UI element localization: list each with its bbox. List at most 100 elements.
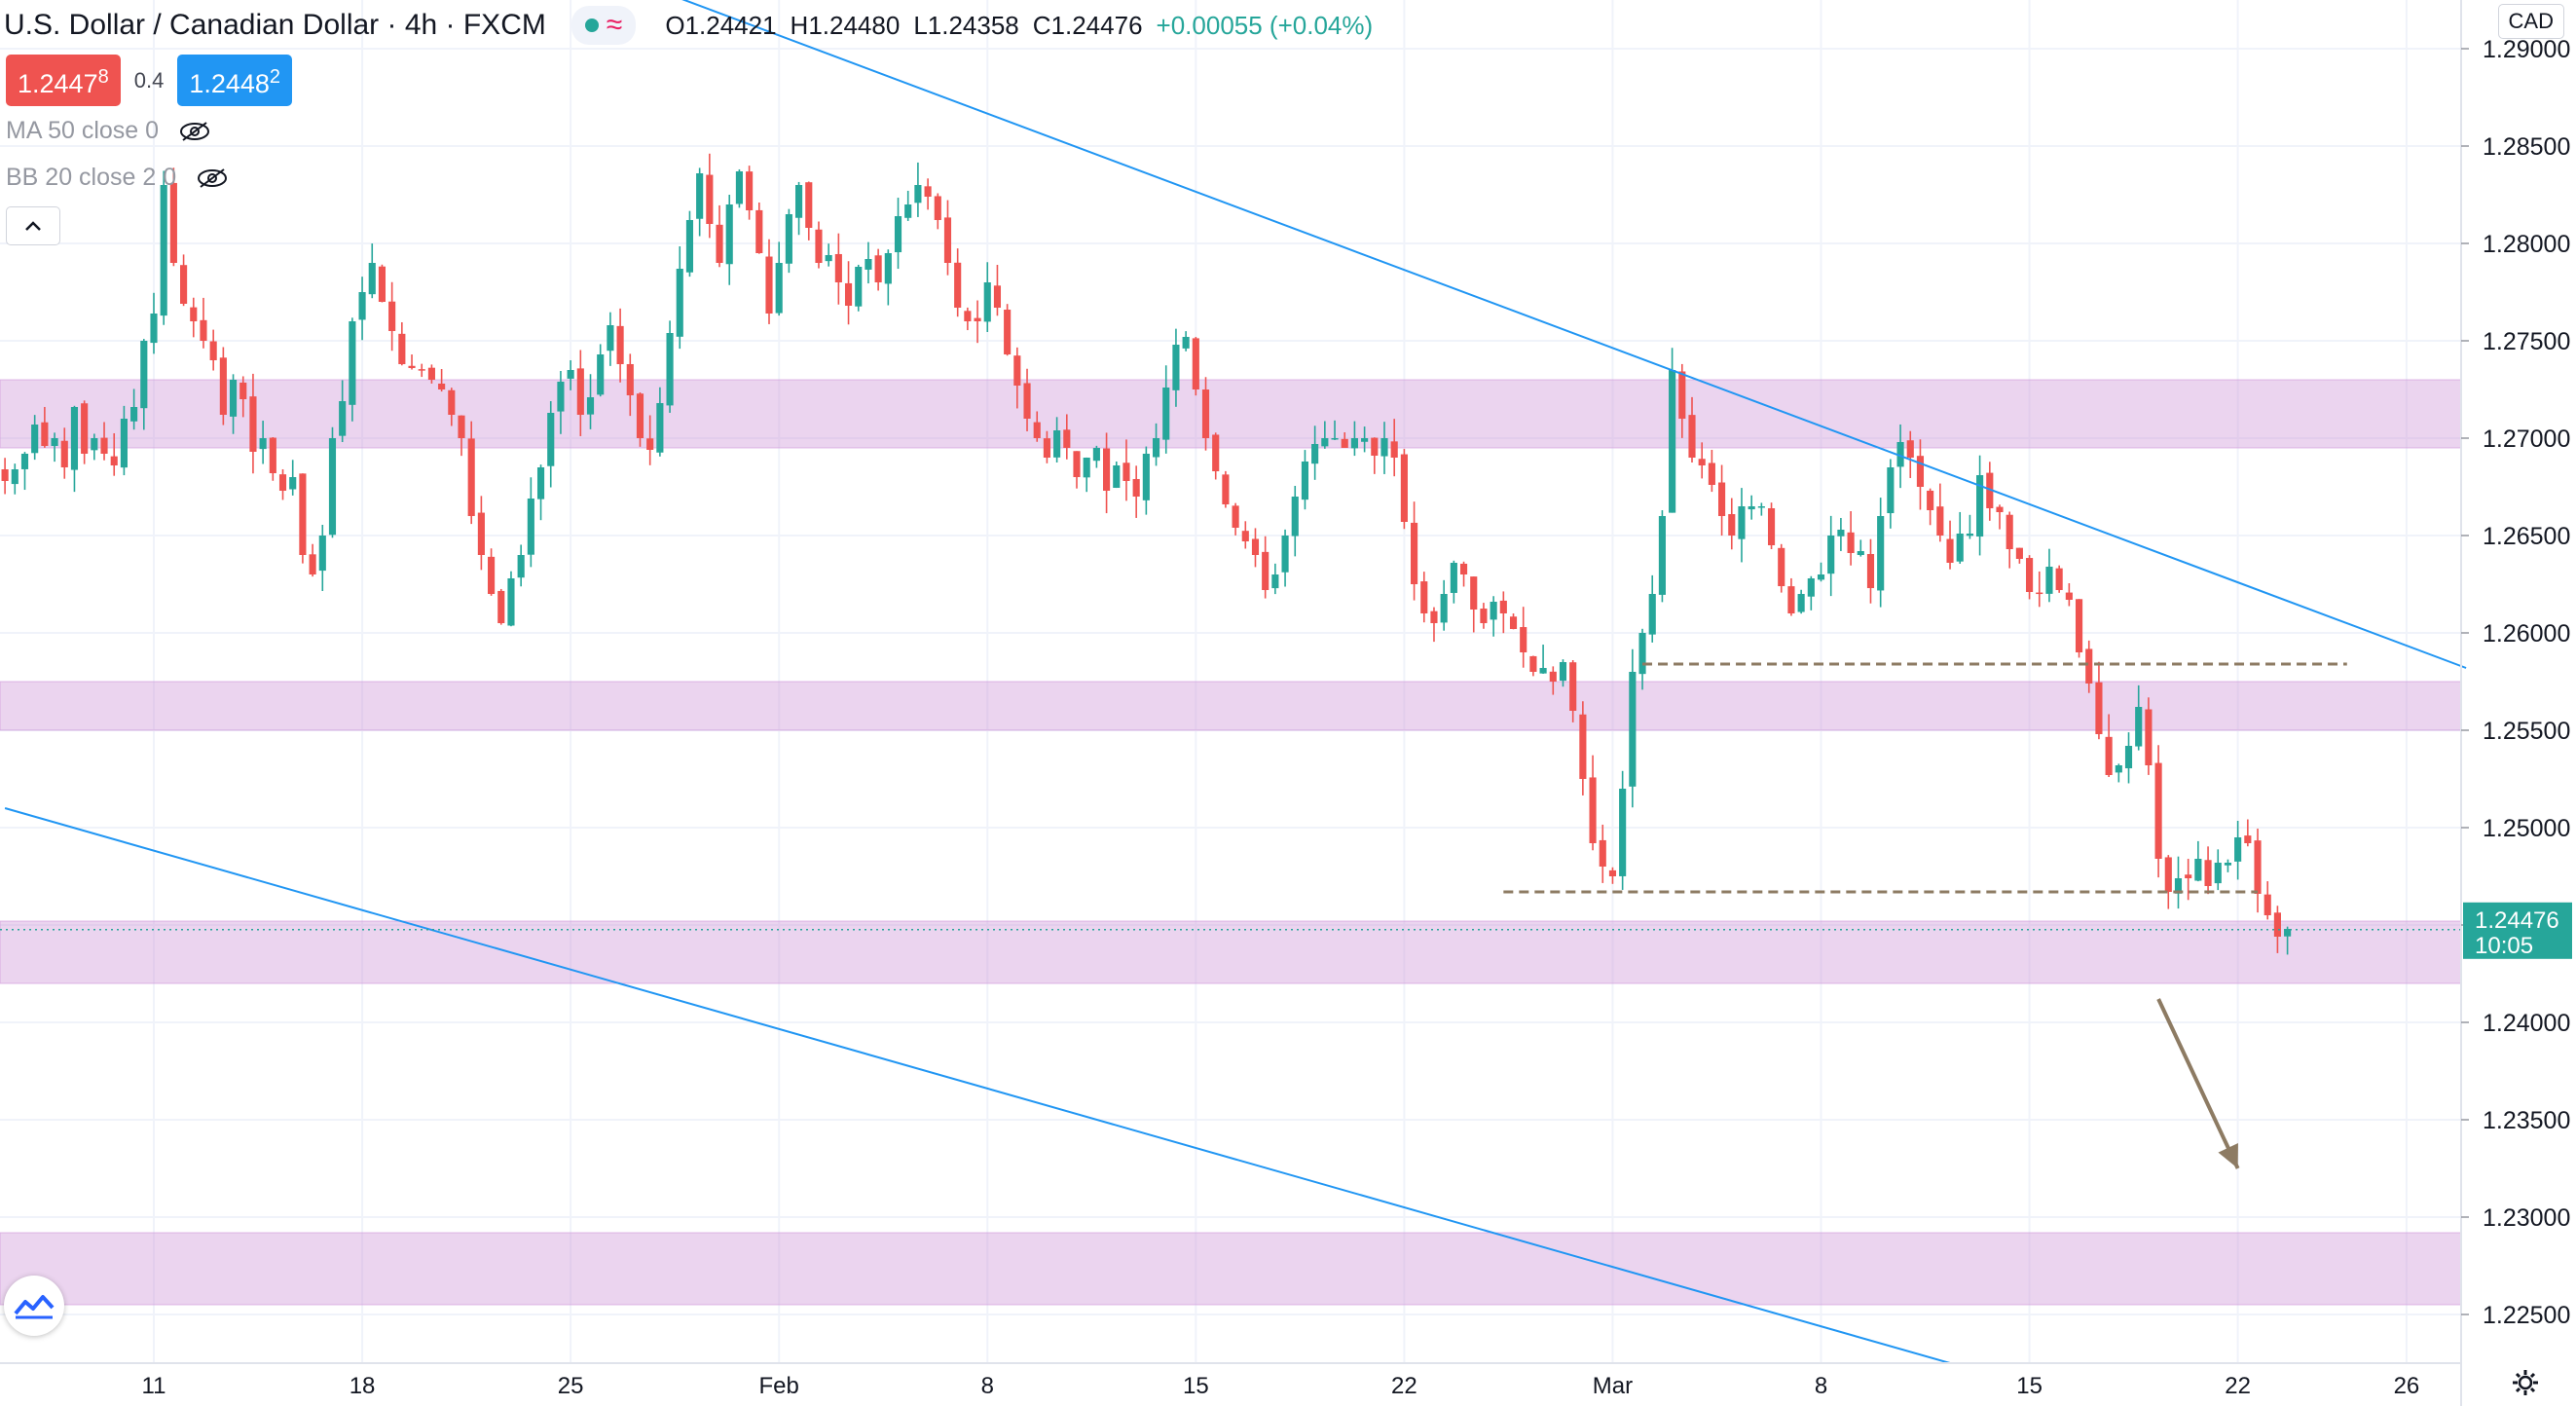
- candlestick-series: [1, 153, 2292, 955]
- candle-body: [1182, 337, 1190, 349]
- price-tick-label: 1.22500: [2483, 1302, 2570, 1329]
- candle-body: [576, 368, 584, 415]
- symbol-title[interactable]: U.S. Dollar / Canadian Dollar · 4h · FXC…: [4, 9, 546, 41]
- time-tick-label: 26: [2394, 1373, 2420, 1399]
- candle-body: [1688, 415, 1696, 458]
- market-open-dot-icon: [584, 18, 599, 32]
- candle-body: [884, 253, 892, 284]
- candle-body: [488, 556, 496, 594]
- ohlc-values: O1.24421 H1.24480 L1.24358 C1.24476 +0.0…: [665, 11, 1373, 41]
- candle-body: [458, 415, 465, 438]
- candle-body: [269, 437, 276, 473]
- candle-body: [1222, 474, 1230, 504]
- candle-body: [1361, 438, 1369, 442]
- candle-body: [438, 383, 446, 389]
- chevron-up-icon: [25, 221, 41, 231]
- candle-body: [1371, 437, 1379, 456]
- candle-body: [2174, 878, 2183, 894]
- candle-body: [110, 456, 118, 465]
- tradingview-logo[interactable]: [4, 1276, 64, 1336]
- candle-body: [1757, 506, 1765, 508]
- candle-body: [20, 454, 29, 469]
- candle-body: [467, 438, 475, 516]
- candle-body: [2085, 648, 2093, 684]
- price-tick-label: 1.26000: [2483, 620, 2570, 648]
- candle-body: [2214, 863, 2222, 884]
- candle-body: [1440, 594, 1448, 623]
- sell-button[interactable]: 1.24478: [6, 55, 121, 106]
- eye-off-icon[interactable]: [178, 121, 211, 142]
- collapse-legend-button[interactable]: [6, 206, 60, 245]
- candle-body: [2234, 837, 2242, 862]
- candle-body: [388, 301, 396, 331]
- support-resistance-zones: [0, 379, 2462, 1306]
- candle-body: [2036, 592, 2043, 595]
- time-tick-label: 15: [2016, 1373, 2042, 1399]
- candle-body: [954, 262, 962, 308]
- candle-body: [2124, 746, 2133, 769]
- candle-body: [2284, 929, 2292, 937]
- price-tick-label: 1.28000: [2483, 231, 2570, 258]
- candle-body: [567, 370, 574, 379]
- candle-body: [834, 253, 842, 282]
- candle-body: [1380, 438, 1388, 457]
- candle-body: [1847, 532, 1855, 553]
- candle-body: [765, 256, 773, 314]
- candle-body: [2244, 835, 2252, 843]
- zone-rect: [0, 1232, 2462, 1306]
- candle-body: [1480, 609, 1488, 623]
- candle-body: [924, 186, 932, 197]
- indicator-ma-label: MA 50 close 0: [6, 117, 160, 144]
- candle-body: [1866, 554, 1875, 588]
- candle-body: [2164, 857, 2172, 892]
- candle-body: [1241, 531, 1249, 541]
- candle-body: [716, 224, 723, 263]
- market-status-badge[interactable]: ≈: [570, 6, 637, 45]
- candle-body: [536, 467, 545, 500]
- zone-rect: [0, 681, 2462, 731]
- candle-body: [100, 437, 108, 454]
- eye-off-icon[interactable]: [196, 167, 229, 189]
- candle-body: [1658, 516, 1666, 595]
- close-value: C1.24476: [1032, 10, 1143, 40]
- candle-body: [2254, 840, 2262, 894]
- chart-settings-button[interactable]: [2506, 1363, 2545, 1402]
- candle-body: [70, 407, 79, 470]
- indicator-ma[interactable]: MA 50 close 0: [6, 117, 211, 145]
- open-value: O1.24421: [665, 10, 777, 40]
- candle-body: [1092, 448, 1100, 462]
- candle-body: [1520, 627, 1527, 652]
- candle-body: [815, 229, 823, 263]
- candle-body: [150, 314, 158, 344]
- candle-body: [180, 265, 188, 304]
- candle-body: [2154, 762, 2162, 859]
- price-tick-label: 1.26500: [2483, 523, 2570, 550]
- candle-body: [855, 267, 863, 307]
- tradingview-logo-icon: [14, 1295, 55, 1319]
- candle-body: [1778, 547, 1785, 586]
- candle-body: [249, 396, 257, 452]
- candle-body: [418, 369, 425, 371]
- indicator-bb[interactable]: BB 20 close 2 0: [6, 164, 229, 192]
- candle-body: [1797, 594, 1805, 612]
- candle-body: [1450, 563, 1457, 593]
- candle-body: [1678, 371, 1686, 419]
- candle-body: [1281, 536, 1289, 573]
- buy-button[interactable]: 1.24482: [177, 55, 293, 106]
- candle-body: [1539, 668, 1547, 674]
- candle-body: [825, 255, 832, 262]
- projection-arrow-head: [2218, 1143, 2238, 1168]
- candle-body: [517, 555, 525, 578]
- candle-body: [1608, 870, 1617, 876]
- candle-body: [2006, 514, 2013, 549]
- candle-body: [904, 204, 912, 218]
- wave-icon: ≈: [606, 9, 623, 41]
- candle-body: [339, 401, 347, 436]
- candle-body: [1896, 442, 1904, 467]
- candle-body: [1350, 438, 1358, 449]
- candle-body: [1767, 507, 1776, 545]
- candle-body: [1411, 522, 1418, 584]
- candle-body: [1827, 536, 1835, 574]
- currency-button[interactable]: CAD: [2497, 4, 2564, 39]
